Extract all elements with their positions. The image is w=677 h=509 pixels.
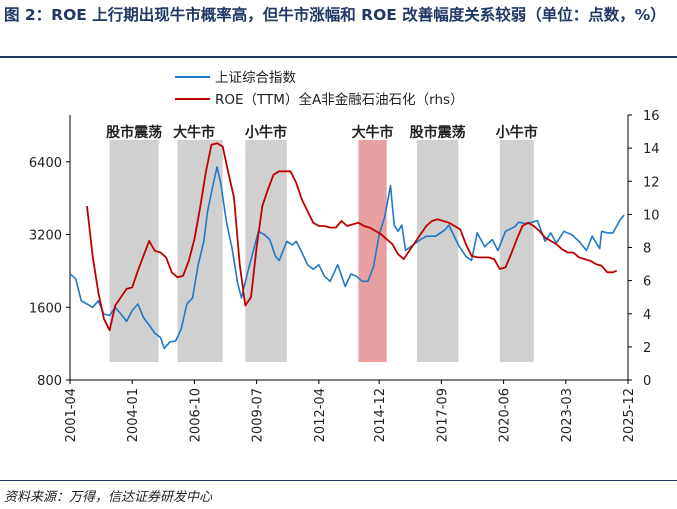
shaded-region xyxy=(109,140,159,362)
right-tick-label: 0 xyxy=(643,374,651,389)
region-label: 股市震荡 xyxy=(410,124,466,141)
x-tick-label: 2001-04 xyxy=(64,388,79,442)
x-tick-label: 2017-09 xyxy=(435,388,450,442)
region-label: 股市震荡 xyxy=(106,124,162,141)
region-label: 小牛市 xyxy=(245,124,287,141)
region-label: 大牛市 xyxy=(352,124,394,141)
right-tick-label: 14 xyxy=(643,142,660,157)
right-tick-label: 12 xyxy=(643,175,660,190)
x-tick-label: 2014-12 xyxy=(373,388,388,442)
right-tick-label: 2 xyxy=(643,341,651,356)
region-label: 小牛市 xyxy=(496,124,538,141)
legend-label: ROE（TTM）全A非金融石油石化（rhs） xyxy=(215,91,464,108)
x-tick-label: 2020-06 xyxy=(498,388,513,442)
x-tick-label: 2006-10 xyxy=(188,388,203,442)
figure-caption: 图 2：ROE 上行期出现牛市概率高，但牛市涨幅和 ROE 改善幅度关系较弱（单… xyxy=(4,6,666,24)
shaded-region xyxy=(499,140,534,362)
index-series-line xyxy=(69,166,625,350)
x-tick-label: 2004-01 xyxy=(126,388,141,442)
right-tick-label: 8 xyxy=(643,242,651,257)
shaded-region xyxy=(416,140,459,362)
source-divider xyxy=(0,480,677,481)
x-tick-label: 2023-03 xyxy=(560,388,575,442)
left-tick-label: 1600 xyxy=(29,301,62,316)
right-tick-label: 10 xyxy=(643,208,660,223)
x-tick-label: 2012-04 xyxy=(313,388,328,442)
left-tick-label: 800 xyxy=(37,374,62,389)
right-tick-label: 6 xyxy=(643,275,651,290)
legend-label: 上证综合指数 xyxy=(215,70,296,86)
right-tick-label: 4 xyxy=(643,308,651,323)
region-label: 大牛市 xyxy=(173,124,215,141)
left-tick-label: 3200 xyxy=(29,229,62,244)
roe-series-line xyxy=(86,142,618,332)
left-tick-label: 6400 xyxy=(29,156,62,171)
shaded-region xyxy=(358,140,387,362)
source-note: 资料来源：万得，信达证券研发中心 xyxy=(4,490,213,505)
x-tick-label: 2025-12 xyxy=(622,388,637,442)
right-tick-label: 16 xyxy=(643,109,660,124)
caption-divider xyxy=(0,56,677,58)
x-tick-label: 2009-07 xyxy=(251,388,266,442)
shaded-region xyxy=(245,140,287,362)
